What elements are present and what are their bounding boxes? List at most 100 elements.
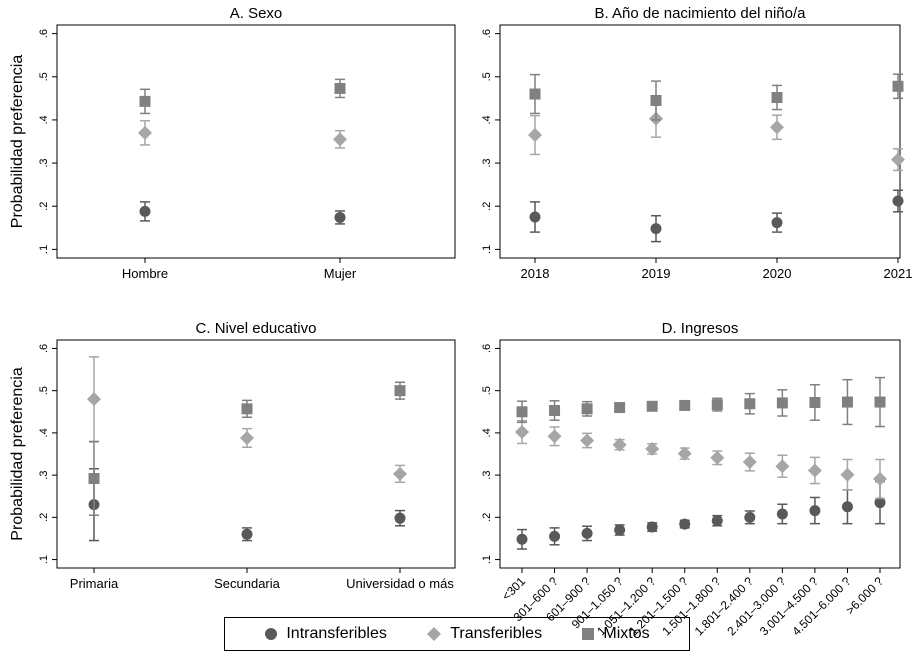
data-point — [529, 88, 541, 100]
plot-frame — [499, 339, 901, 569]
data-point — [393, 466, 407, 481]
data-point — [840, 467, 855, 482]
y-tick-label: .5 — [38, 386, 50, 395]
panel-title: B. Año de nacimiento del niño/a — [595, 5, 807, 22]
data-point — [679, 518, 691, 530]
x-tick-label: Universidad o más — [346, 576, 454, 591]
y-tick-label: .2 — [38, 202, 50, 211]
data-point — [138, 125, 152, 140]
data-point — [744, 511, 756, 523]
y-tick-label: .5 — [38, 72, 50, 81]
data-point — [581, 527, 593, 539]
data-point — [873, 471, 887, 486]
data-point — [241, 528, 253, 540]
data-point — [549, 405, 561, 417]
data-point — [394, 385, 406, 397]
x-tick-label: 2019 — [642, 266, 671, 281]
y-tick-label: .3 — [481, 158, 493, 167]
y-tick-label: .6 — [38, 344, 50, 353]
data-point — [515, 425, 529, 440]
data-point — [650, 223, 662, 235]
x-tick-label: Secundaria — [214, 576, 281, 591]
y-tick-label: .2 — [481, 513, 493, 522]
y-tick-label: .4 — [38, 115, 50, 124]
legend-item-intransferibles: Intransferibles — [264, 625, 387, 643]
y-axis-label: Probabilidad preferencia — [9, 55, 26, 229]
x-tick-label: Mujer — [324, 266, 357, 281]
data-point — [516, 406, 528, 418]
y-tick-label: .1 — [481, 245, 493, 254]
y-tick-label: .1 — [481, 555, 493, 564]
panel-title: C. Nivel educativo — [196, 320, 317, 337]
y-tick-label: .1 — [38, 245, 50, 254]
y-tick-label: .3 — [38, 471, 50, 480]
data-point — [892, 80, 904, 92]
data-point — [394, 512, 406, 524]
chart-panel-1: B. Año de nacimiento del niño/a .1 .2 .3 .4.… — [481, 5, 912, 281]
data-point — [334, 82, 346, 94]
y-tick-label: .6 — [481, 344, 493, 353]
data-point — [240, 430, 254, 445]
legend-item-mixtos: Mixtos — [581, 625, 650, 643]
square-marker-icon — [582, 628, 595, 640]
data-point — [710, 450, 725, 465]
plot-frame — [499, 24, 901, 259]
data-point — [516, 533, 528, 545]
data-point — [874, 396, 886, 408]
data-point — [547, 429, 562, 444]
legend-item-transferibles: Transferibles — [426, 625, 542, 643]
data-point — [241, 403, 253, 415]
y-tick-label: .4 — [481, 428, 493, 437]
y-tick-label: .2 — [38, 513, 50, 522]
circle-marker-icon — [265, 628, 278, 640]
data-point — [771, 217, 783, 229]
data-point — [771, 91, 783, 103]
data-point — [139, 95, 151, 107]
data-point — [770, 120, 784, 135]
data-point — [841, 396, 853, 408]
y-tick-label: .4 — [481, 115, 493, 124]
x-tick-label: Hombre — [122, 266, 168, 281]
data-point — [87, 392, 101, 407]
y-tick-label: .1 — [38, 555, 50, 564]
legend: Intransferibles Transferibles Mixtos — [224, 617, 690, 651]
data-point — [677, 446, 692, 461]
data-point — [614, 402, 626, 414]
data-point — [612, 437, 627, 452]
data-point — [581, 403, 593, 415]
data-point — [775, 459, 790, 474]
x-tick-label: 2020 — [763, 266, 792, 281]
data-point — [809, 505, 821, 517]
data-point — [88, 472, 100, 484]
legend-label-mixtos: Mixtos — [603, 625, 650, 642]
data-point — [874, 497, 886, 509]
data-point — [549, 530, 561, 542]
data-point — [645, 441, 660, 456]
data-point — [892, 195, 904, 207]
data-point — [679, 399, 691, 411]
panel-title: D. Ingresos — [662, 320, 739, 337]
legend-label-intransferibles: Intransferibles — [286, 625, 387, 642]
data-point — [139, 205, 151, 217]
chart-panel-0: A. Sexo Probabilidad preferencia .1 .2 .3 .4.… — [9, 5, 456, 281]
data-point — [841, 501, 853, 513]
y-tick-label: .4 — [38, 428, 50, 437]
data-point — [776, 397, 788, 409]
y-axis-label: Probabilidad preferencia — [9, 367, 26, 541]
plot-frame — [56, 339, 456, 569]
data-point — [891, 152, 905, 167]
data-point — [650, 95, 662, 107]
data-point — [580, 433, 595, 448]
data-point — [646, 400, 658, 412]
data-point — [809, 396, 821, 408]
x-tick-label: 2018 — [521, 266, 550, 281]
data-point — [744, 398, 756, 410]
y-tick-label: .3 — [481, 471, 493, 480]
y-tick-label: .2 — [481, 202, 493, 211]
data-point — [711, 399, 723, 411]
data-point — [776, 508, 788, 520]
y-tick-label: .6 — [38, 29, 50, 38]
data-point — [711, 515, 723, 527]
